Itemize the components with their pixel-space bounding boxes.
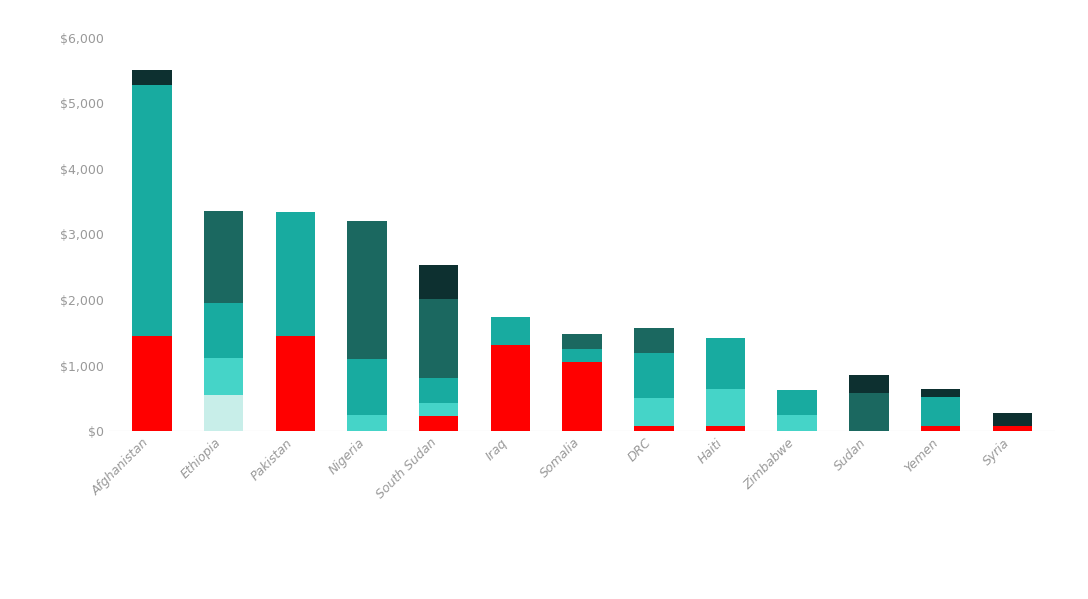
Bar xyxy=(920,426,961,431)
Bar xyxy=(634,426,673,431)
Bar xyxy=(491,317,530,344)
Bar xyxy=(275,211,314,336)
Bar xyxy=(347,415,386,431)
Bar xyxy=(347,222,386,359)
Bar xyxy=(706,426,745,431)
Bar xyxy=(347,359,386,415)
Bar xyxy=(850,375,889,393)
Bar xyxy=(634,328,673,353)
Bar xyxy=(419,265,458,300)
Bar xyxy=(634,398,673,426)
Bar xyxy=(778,390,817,415)
Bar xyxy=(203,358,244,395)
Bar xyxy=(419,378,458,403)
Bar xyxy=(920,397,961,426)
Bar xyxy=(132,70,172,85)
Bar xyxy=(491,344,530,431)
Bar xyxy=(706,389,745,426)
Bar xyxy=(992,413,1033,426)
Bar xyxy=(203,395,244,431)
Bar xyxy=(562,349,602,362)
Bar xyxy=(992,426,1033,431)
Bar xyxy=(203,211,244,302)
Bar xyxy=(419,403,458,416)
Bar xyxy=(419,416,458,431)
Bar xyxy=(778,415,817,431)
Bar xyxy=(419,300,458,378)
Bar xyxy=(203,302,244,358)
Bar xyxy=(132,85,172,336)
Bar xyxy=(275,336,314,431)
Bar xyxy=(562,334,602,349)
Bar xyxy=(920,389,961,397)
Bar xyxy=(850,393,889,431)
Bar xyxy=(562,362,602,431)
Bar xyxy=(634,353,673,398)
Bar xyxy=(706,338,745,389)
Bar xyxy=(132,336,172,431)
